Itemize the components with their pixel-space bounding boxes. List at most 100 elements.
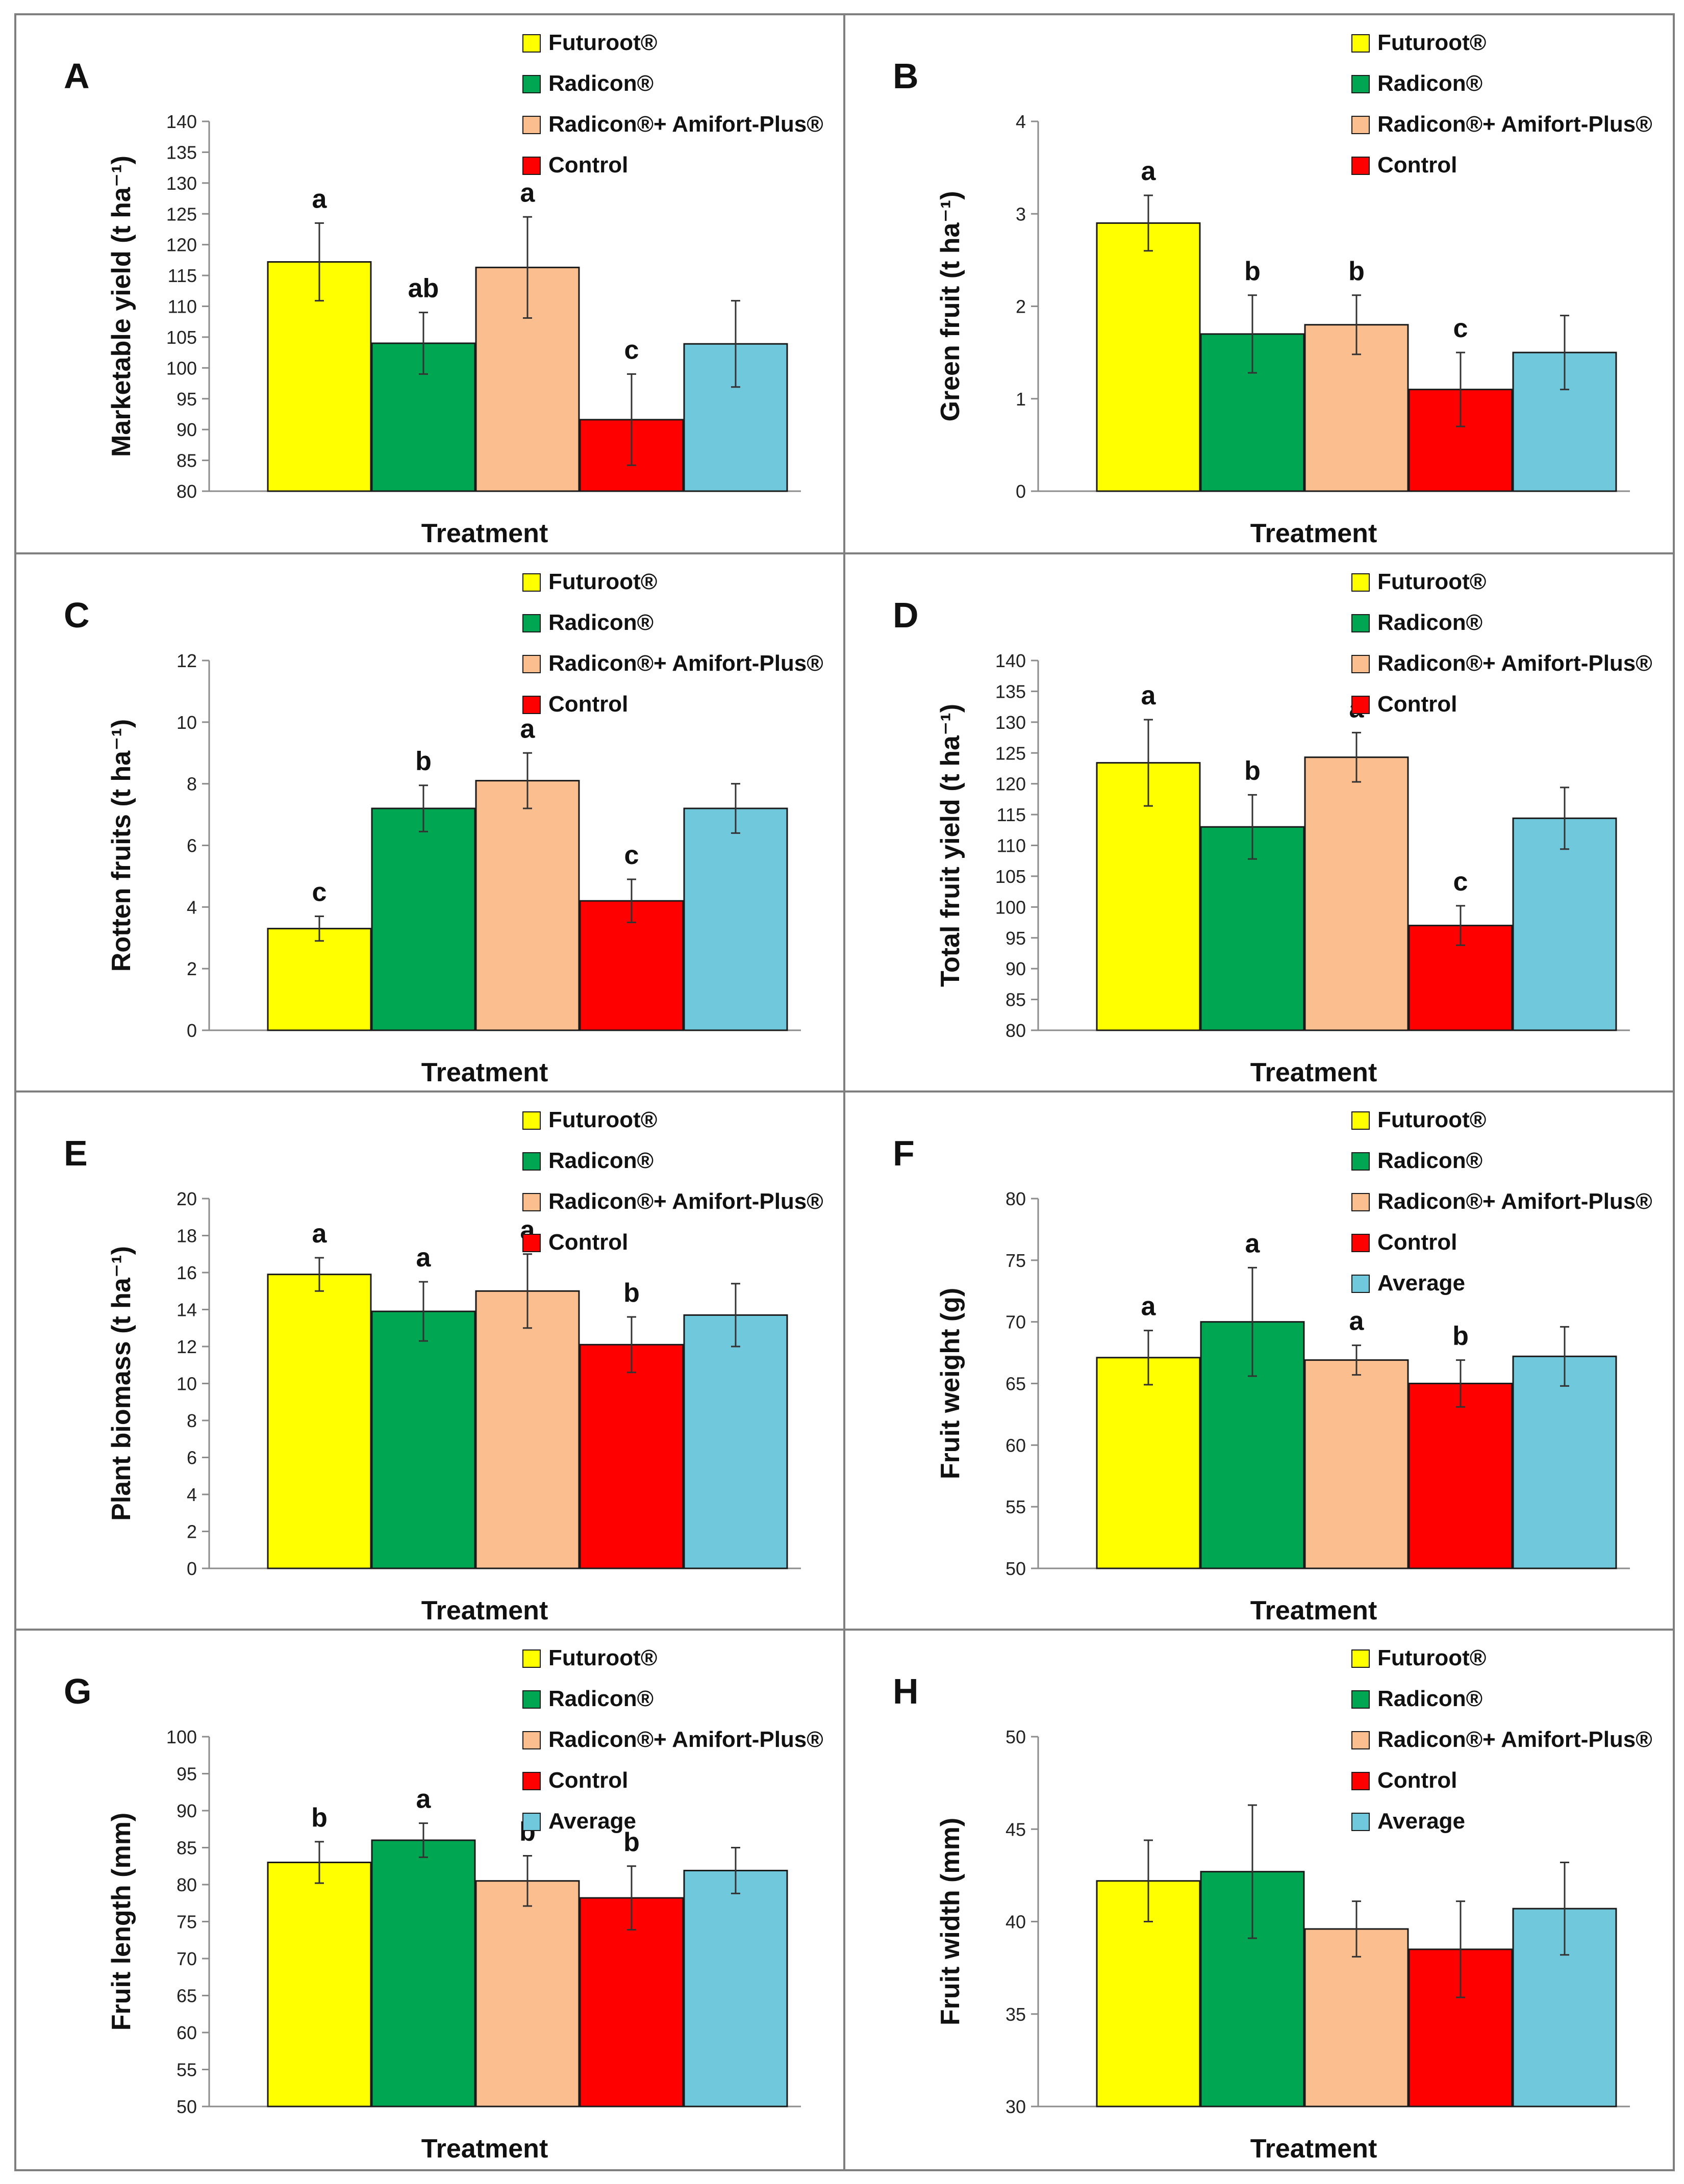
panel-label: G bbox=[64, 1671, 91, 1711]
y-tick-label: 140 bbox=[166, 111, 197, 132]
x-axis-title: Treatment bbox=[1250, 2134, 1377, 2164]
y-tick-label: 85 bbox=[177, 1838, 197, 1859]
y-tick-label: 70 bbox=[1006, 1312, 1026, 1333]
bar-control bbox=[1408, 1383, 1513, 1569]
x-axis-title: Treatment bbox=[1250, 519, 1377, 548]
bar-futuroot bbox=[267, 1862, 372, 2107]
legend-label: Control bbox=[548, 1230, 628, 1255]
significance-letter: b bbox=[1348, 257, 1365, 286]
y-tick-label: 80 bbox=[1006, 1188, 1026, 1209]
panel-b: B 0 1 2 3 4 a b b c Treatment Green fruit (t ha⁻¹) F… bbox=[843, 13, 1675, 554]
legend-swatch bbox=[1351, 614, 1370, 632]
significance-letter: a bbox=[1141, 681, 1157, 710]
y-axis-title: Marketable yield (t ha⁻¹) bbox=[107, 156, 136, 457]
legend-label: Radicon®+ Amifort-Plus® bbox=[1377, 112, 1652, 137]
y-tick-label: 55 bbox=[177, 2060, 197, 2080]
y-axis-title: Fruit width (mm) bbox=[936, 1818, 965, 2025]
y-tick-label: 90 bbox=[177, 419, 197, 440]
legend-swatch bbox=[522, 573, 541, 592]
significance-letter: c bbox=[312, 877, 327, 907]
x-axis-title: Treatment bbox=[1250, 1596, 1377, 1626]
panel-label: A bbox=[64, 56, 90, 96]
legend-swatch bbox=[1351, 696, 1370, 714]
legend-swatch bbox=[522, 696, 541, 714]
x-axis-title: Treatment bbox=[421, 2134, 548, 2164]
significance-letter: a bbox=[1141, 157, 1157, 186]
y-tick-label: 130 bbox=[995, 712, 1026, 733]
bar-control bbox=[579, 1897, 684, 2107]
panel-d: D80859095100105110115120125130135140abac… bbox=[843, 552, 1675, 1093]
panel-label: F bbox=[893, 1133, 915, 1173]
legend-swatch bbox=[1351, 573, 1370, 592]
legend-label: Futuroot® bbox=[1377, 30, 1486, 55]
legend-label: Control bbox=[1377, 1230, 1457, 1255]
legend-label: Average bbox=[1377, 1271, 1465, 1296]
legend-label: Control bbox=[548, 1768, 628, 1793]
y-tick-label: 105 bbox=[166, 327, 197, 348]
y-tick-label: 95 bbox=[1006, 928, 1026, 949]
y-tick-label: 12 bbox=[177, 1336, 197, 1357]
bar-radicon bbox=[371, 1310, 476, 1569]
significance-letter: b bbox=[1452, 1322, 1469, 1351]
legend-swatch bbox=[1351, 1649, 1370, 1668]
bar-radicon-amifort-plus bbox=[475, 1880, 580, 2107]
y-tick-label: 0 bbox=[187, 1020, 197, 1041]
legend-swatch bbox=[1351, 1111, 1370, 1130]
legend-swatch bbox=[1351, 1275, 1370, 1293]
legend-label: Futuroot® bbox=[548, 1107, 657, 1132]
legend-label: Radicon®+ Amifort-Plus® bbox=[1377, 1727, 1652, 1752]
y-tick-label: 4 bbox=[1016, 111, 1026, 132]
y-tick-label: 10 bbox=[177, 712, 197, 733]
legend-label: Control bbox=[1377, 153, 1457, 177]
y-tick-label: 14 bbox=[177, 1300, 197, 1320]
legend-label: Radicon® bbox=[548, 610, 654, 635]
legend-swatch bbox=[1351, 1234, 1370, 1252]
legend-label: Radicon®+ Amifort-Plus® bbox=[548, 112, 823, 137]
bar-average bbox=[683, 807, 788, 1031]
legend: Futuroot® Radicon® Radicon®+ Amifort-Plus®… bbox=[522, 1107, 823, 1255]
y-tick-label: 50 bbox=[1006, 1558, 1026, 1579]
bar-radicon-amifort-plus bbox=[475, 1290, 580, 1569]
significance-letter: a bbox=[520, 178, 536, 208]
legend-label: Radicon® bbox=[548, 71, 654, 96]
y-tick-label: 16 bbox=[177, 1262, 197, 1283]
legend-swatch bbox=[1351, 1772, 1370, 1790]
legend-swatch bbox=[522, 34, 541, 53]
y-tick-label: 70 bbox=[177, 1948, 197, 1969]
panel-a: A 80 85 90 95 100 105 110 115 120 125 130 135 140 a ab a… bbox=[14, 13, 845, 554]
bar-futuroot bbox=[1096, 1357, 1201, 1569]
y-tick-label: 100 bbox=[166, 1726, 197, 1747]
bar-radicon bbox=[371, 1839, 476, 2107]
legend-label: Radicon® bbox=[1377, 610, 1482, 635]
legend-swatch bbox=[1351, 1731, 1370, 1749]
panel-label: C bbox=[64, 595, 90, 635]
legend-label: Average bbox=[1377, 1809, 1465, 1834]
panel-label: B bbox=[893, 56, 919, 96]
y-tick-label: 55 bbox=[1006, 1496, 1026, 1517]
panel-label: H bbox=[893, 1671, 919, 1711]
significance-letter: b bbox=[311, 1803, 328, 1833]
legend-label: Control bbox=[548, 153, 628, 177]
legend-label: Radicon®+ Amifort-Plus® bbox=[548, 1189, 823, 1214]
significance-letter: a bbox=[416, 1785, 432, 1814]
y-tick-label: 120 bbox=[166, 235, 197, 256]
significance-letter: c bbox=[1453, 867, 1468, 897]
significance-letter: b bbox=[415, 747, 432, 776]
y-tick-label: 115 bbox=[997, 804, 1026, 825]
bar-radicon-amifort-plus bbox=[1304, 1359, 1409, 1569]
legend-swatch bbox=[1351, 1152, 1370, 1171]
legend-swatch bbox=[522, 1772, 541, 1790]
legend-swatch bbox=[1351, 34, 1370, 53]
legend-label: Radicon®+ Amifort-Plus® bbox=[548, 651, 823, 676]
legend-swatch bbox=[1351, 116, 1370, 134]
y-tick-label: 12 bbox=[177, 650, 197, 671]
y-tick-label: 95 bbox=[177, 1764, 197, 1785]
y-tick-label: 90 bbox=[177, 1800, 197, 1821]
bar-average bbox=[683, 1314, 788, 1569]
legend-swatch bbox=[522, 1690, 541, 1709]
y-tick-label: 105 bbox=[995, 866, 1026, 887]
y-tick-label: 65 bbox=[1006, 1374, 1026, 1394]
legend-swatch bbox=[522, 1649, 541, 1668]
legend-swatch bbox=[522, 157, 541, 175]
bar-radicon-amifort-plus bbox=[1304, 756, 1409, 1031]
